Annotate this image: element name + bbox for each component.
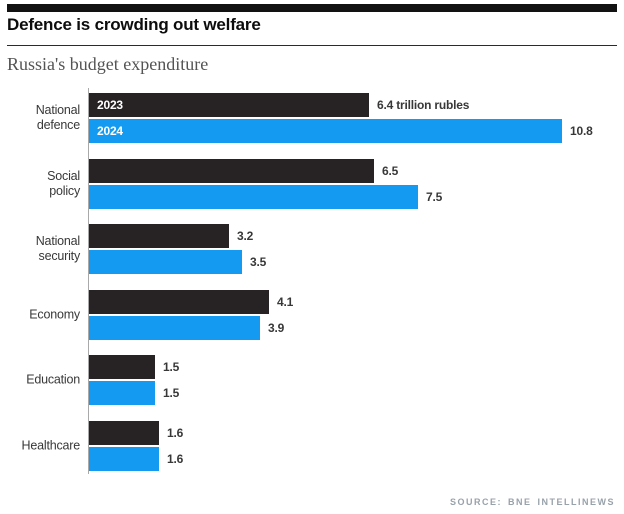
bar-2023 [89, 355, 155, 379]
category-label: Education [26, 372, 80, 387]
series-label-2023: 2023 [97, 98, 123, 112]
value-label: 1.6 [167, 426, 184, 440]
category-label: Social policy [47, 169, 80, 198]
bar-2024 [89, 185, 418, 209]
value-label: 1.5 [163, 386, 180, 400]
y-axis-line [88, 88, 89, 474]
title-divider [7, 45, 617, 46]
value-label: 3.2 [237, 229, 254, 243]
value-label: 3.5 [250, 255, 267, 269]
bar-2024 [89, 250, 242, 274]
source-credit: SOURCE: BNE INTELLINEWS [449, 497, 615, 507]
value-label: 3.9 [268, 321, 285, 335]
bar-2023 [89, 421, 159, 445]
category-label: National security [35, 234, 80, 263]
value-label: 1.6 [167, 452, 184, 466]
series-label-2024: 2024 [97, 124, 123, 138]
top-rule [7, 4, 617, 12]
bar-2024 [89, 316, 260, 340]
bar-2024: 2024 [89, 119, 562, 143]
value-label: 4.1 [277, 295, 294, 309]
value-label: 10.8 [570, 124, 593, 138]
bar-2024 [89, 381, 155, 405]
bar-2023 [89, 159, 374, 183]
chart-subtitle: Russia's budget expenditure [7, 54, 209, 74]
value-label: 6.5 [382, 164, 399, 178]
bar-2023 [89, 224, 229, 248]
bar-2024 [89, 447, 159, 471]
category-label: Economy [29, 307, 80, 322]
category-label: National defence [35, 103, 80, 132]
bar-2023: 2023 [89, 93, 369, 117]
chart-title: Defence is crowding out welfare [7, 15, 261, 34]
category-label: Healthcare [21, 438, 81, 453]
value-label: 7.5 [426, 190, 443, 204]
value-label: 6.4 trillion rubles [377, 98, 470, 112]
value-label: 1.5 [163, 360, 180, 374]
bar-2023 [89, 290, 269, 314]
